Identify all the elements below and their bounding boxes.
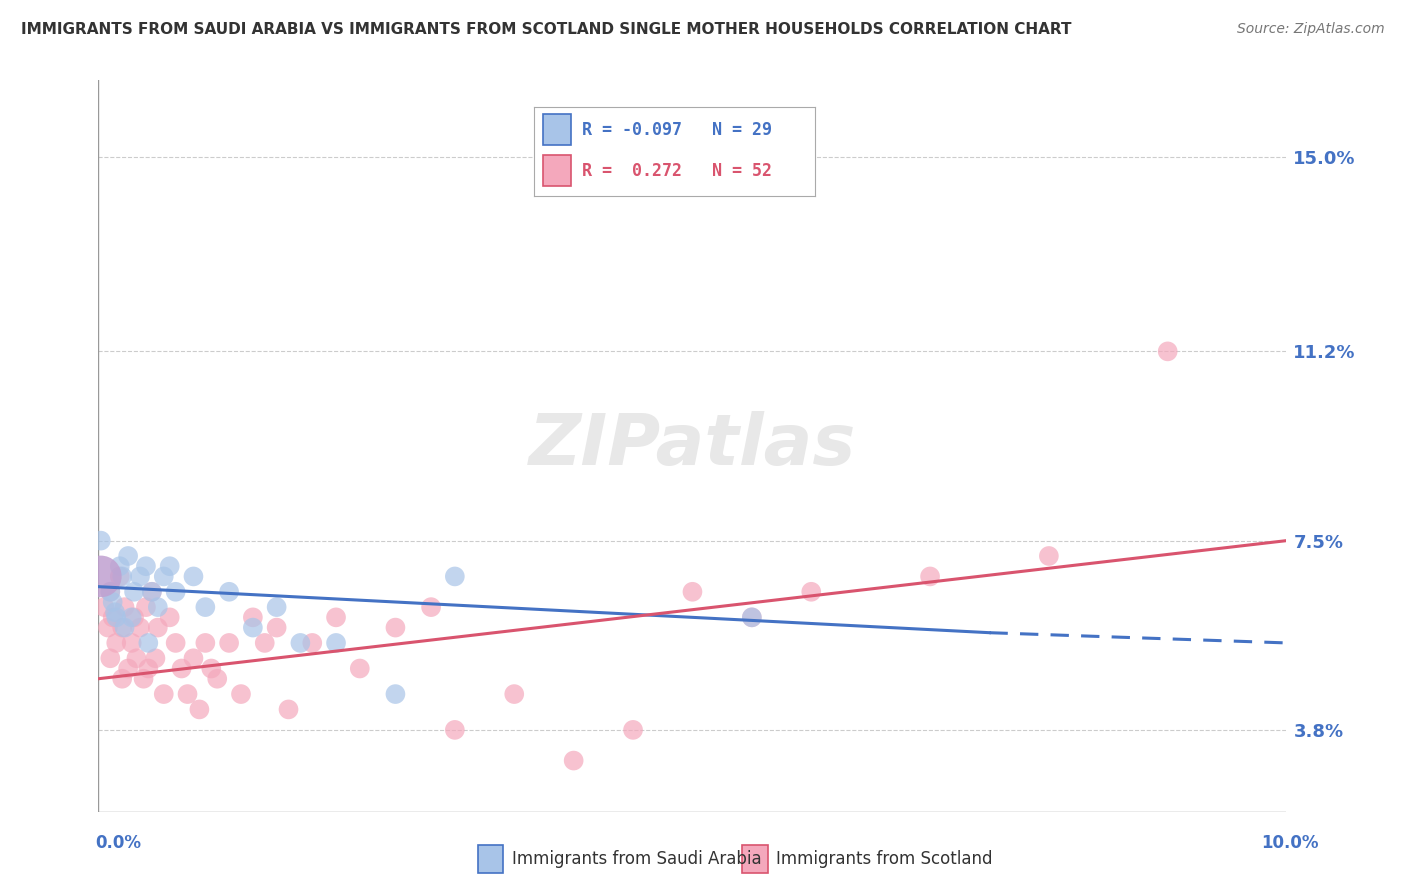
Point xyxy=(136,636,159,650)
Point xyxy=(503,687,526,701)
Point xyxy=(111,621,134,635)
Point xyxy=(384,621,406,635)
Bar xyxy=(543,114,571,145)
Point xyxy=(97,621,120,635)
Point xyxy=(159,610,181,624)
Point xyxy=(200,661,222,675)
Point xyxy=(145,651,167,665)
Point xyxy=(90,569,112,583)
Point xyxy=(325,636,347,650)
Point xyxy=(111,569,134,583)
Text: 0.0%: 0.0% xyxy=(96,834,142,852)
Point xyxy=(108,569,131,583)
Text: ZIPatlas: ZIPatlas xyxy=(529,411,856,481)
Point xyxy=(141,584,163,599)
Point xyxy=(152,569,174,583)
Point xyxy=(349,661,371,675)
Point xyxy=(266,600,288,615)
Point xyxy=(183,569,205,583)
Point xyxy=(98,584,121,599)
Bar xyxy=(543,155,571,186)
Point xyxy=(98,651,121,665)
Text: 10.0%: 10.0% xyxy=(1261,834,1319,852)
Text: IMMIGRANTS FROM SAUDI ARABIA VS IMMIGRANTS FROM SCOTLAND SINGLE MOTHER HOUSEHOLD: IMMIGRANTS FROM SAUDI ARABIA VS IMMIGRAN… xyxy=(21,22,1071,37)
Point xyxy=(121,610,143,624)
Point xyxy=(920,569,942,583)
Text: R =  0.272   N = 52: R = 0.272 N = 52 xyxy=(582,162,772,180)
Point xyxy=(122,610,145,624)
Point xyxy=(218,636,240,650)
Point xyxy=(146,600,169,615)
Bar xyxy=(478,845,503,872)
Point xyxy=(218,584,240,599)
Point xyxy=(98,584,121,599)
Point xyxy=(741,610,763,624)
Point xyxy=(125,651,148,665)
Text: Source: ZipAtlas.com: Source: ZipAtlas.com xyxy=(1237,22,1385,37)
Point xyxy=(194,600,217,615)
Point xyxy=(122,584,145,599)
Point xyxy=(242,621,264,635)
Point xyxy=(183,651,205,665)
Point xyxy=(105,610,128,624)
Point xyxy=(621,723,644,737)
Point xyxy=(117,661,139,675)
Point xyxy=(114,621,136,635)
Point xyxy=(165,636,187,650)
Bar xyxy=(742,845,768,872)
Point xyxy=(104,605,127,619)
Point xyxy=(266,621,288,635)
Point xyxy=(242,610,264,624)
Point xyxy=(129,621,152,635)
Point xyxy=(152,687,174,701)
Point xyxy=(101,595,124,609)
Point xyxy=(562,754,585,768)
Point xyxy=(176,687,198,701)
Point xyxy=(105,636,128,650)
Point xyxy=(194,636,217,650)
Point xyxy=(384,687,406,701)
Point xyxy=(741,610,763,624)
Point xyxy=(301,636,323,650)
Point xyxy=(253,636,276,650)
Point xyxy=(135,559,157,574)
Point xyxy=(277,702,299,716)
Point xyxy=(121,636,143,650)
Point xyxy=(1038,549,1060,563)
Text: Immigrants from Saudi Arabia: Immigrants from Saudi Arabia xyxy=(512,849,762,868)
Point xyxy=(135,600,157,615)
Text: Immigrants from Scotland: Immigrants from Scotland xyxy=(776,849,993,868)
Point xyxy=(159,559,181,574)
Point xyxy=(681,584,703,599)
Point xyxy=(101,610,124,624)
Point xyxy=(420,600,443,615)
Point xyxy=(108,559,131,574)
Point xyxy=(132,672,155,686)
Point xyxy=(114,600,136,615)
Point xyxy=(229,687,252,701)
Point xyxy=(117,549,139,563)
Point xyxy=(146,621,169,635)
Point xyxy=(129,569,152,583)
Point xyxy=(444,723,467,737)
Point xyxy=(444,569,467,583)
Point xyxy=(170,661,193,675)
Point xyxy=(90,533,112,548)
Point xyxy=(141,584,163,599)
Point xyxy=(1156,344,1178,359)
Point xyxy=(136,661,159,675)
Point xyxy=(93,600,115,615)
Point xyxy=(165,584,187,599)
Point xyxy=(800,584,823,599)
Text: R = -0.097   N = 29: R = -0.097 N = 29 xyxy=(582,121,772,139)
Point xyxy=(188,702,211,716)
Point xyxy=(325,610,347,624)
Point xyxy=(290,636,312,650)
Point xyxy=(111,672,134,686)
Point xyxy=(207,672,229,686)
